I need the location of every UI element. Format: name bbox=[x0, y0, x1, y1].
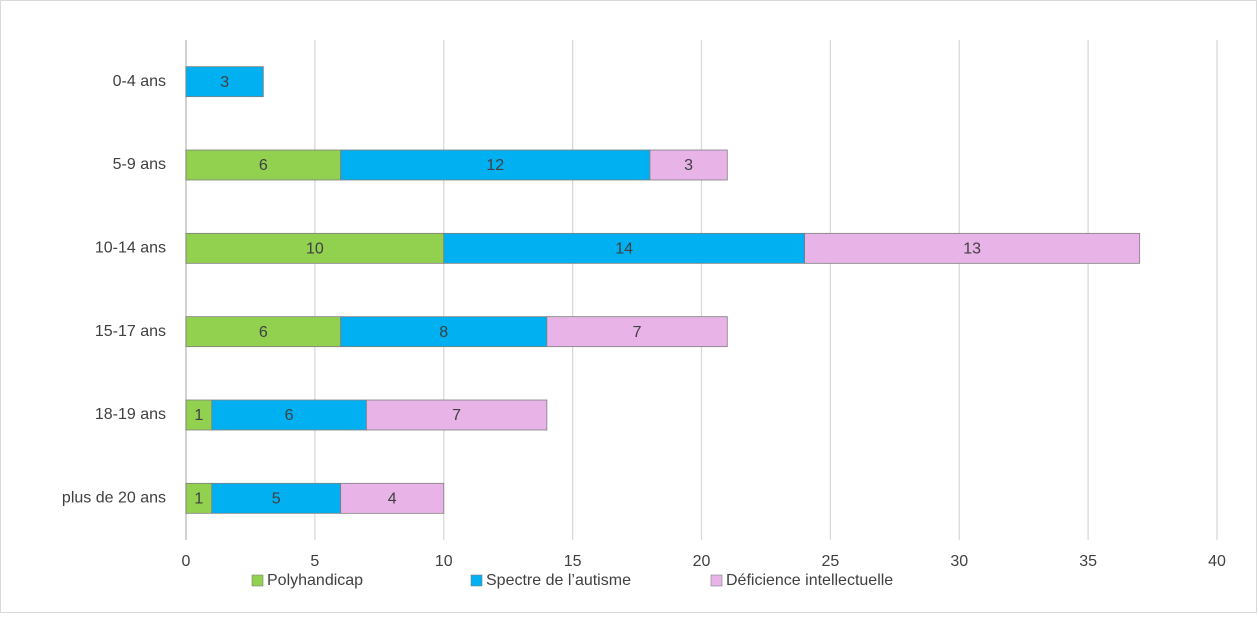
data-label: 1 bbox=[194, 491, 203, 508]
y-tick-label: 10-14 ans bbox=[95, 240, 166, 257]
data-label: 10 bbox=[306, 241, 324, 258]
bar bbox=[546, 316, 728, 348]
data-label: 7 bbox=[452, 407, 461, 424]
bar bbox=[649, 149, 728, 181]
bar bbox=[340, 149, 651, 181]
data-label: 6 bbox=[259, 157, 268, 174]
bar bbox=[185, 316, 342, 348]
bar bbox=[185, 482, 213, 514]
x-tick-label: 0 bbox=[182, 553, 191, 570]
y-tick-label: 0-4 ans bbox=[113, 73, 166, 90]
x-tick-label: 35 bbox=[1079, 553, 1097, 570]
bar bbox=[185, 232, 445, 264]
data-label: 12 bbox=[486, 157, 504, 174]
bar bbox=[185, 149, 342, 181]
x-tick-label: 20 bbox=[693, 553, 711, 570]
bar bbox=[366, 399, 548, 431]
bar bbox=[443, 232, 806, 264]
y-tick-label: 18-19 ans bbox=[95, 406, 166, 423]
data-label: 3 bbox=[220, 74, 229, 91]
x-tick-label: 25 bbox=[821, 553, 839, 570]
x-tick-label: 30 bbox=[950, 553, 968, 570]
legend-label: Spectre de l’autisme bbox=[486, 572, 631, 589]
legend-marker bbox=[470, 574, 483, 587]
bar bbox=[211, 399, 367, 431]
bar bbox=[211, 482, 342, 514]
data-label: 13 bbox=[963, 241, 981, 258]
data-label: 1 bbox=[194, 407, 203, 424]
legend-marker bbox=[710, 574, 723, 587]
x-tick-label: 15 bbox=[564, 553, 582, 570]
data-label: 14 bbox=[615, 241, 633, 258]
data-label: 7 bbox=[633, 324, 642, 341]
bar bbox=[340, 482, 445, 514]
y-tick-label: 15-17 ans bbox=[95, 323, 166, 340]
bar bbox=[185, 66, 264, 98]
y-tick-label: 5-9 ans bbox=[113, 156, 166, 173]
bar bbox=[340, 316, 548, 348]
x-tick-label: 5 bbox=[310, 553, 319, 570]
bar bbox=[804, 232, 1141, 264]
data-label: 8 bbox=[439, 324, 448, 341]
legend-label: Polyhandicap bbox=[267, 572, 363, 589]
data-label: 5 bbox=[272, 491, 281, 508]
data-label: 6 bbox=[259, 324, 268, 341]
x-tick-label: 10 bbox=[435, 553, 453, 570]
data-label: 4 bbox=[388, 491, 397, 508]
legend-label: Déficience intellectuelle bbox=[726, 572, 893, 589]
data-label: 6 bbox=[285, 407, 294, 424]
data-label: 3 bbox=[684, 157, 693, 174]
legend-marker bbox=[251, 574, 264, 587]
y-tick-label: plus de 20 ans bbox=[62, 490, 166, 507]
x-tick-label: 40 bbox=[1208, 553, 1226, 570]
